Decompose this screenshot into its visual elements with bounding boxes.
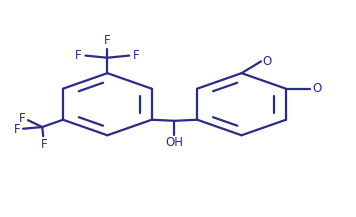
Text: F: F [104,35,111,48]
Text: F: F [14,123,20,136]
Text: F: F [75,49,82,62]
Text: OH: OH [166,136,183,149]
Text: F: F [41,138,47,151]
Text: O: O [313,82,322,95]
Text: F: F [19,112,25,125]
Text: F: F [133,49,140,62]
Text: O: O [262,55,272,68]
